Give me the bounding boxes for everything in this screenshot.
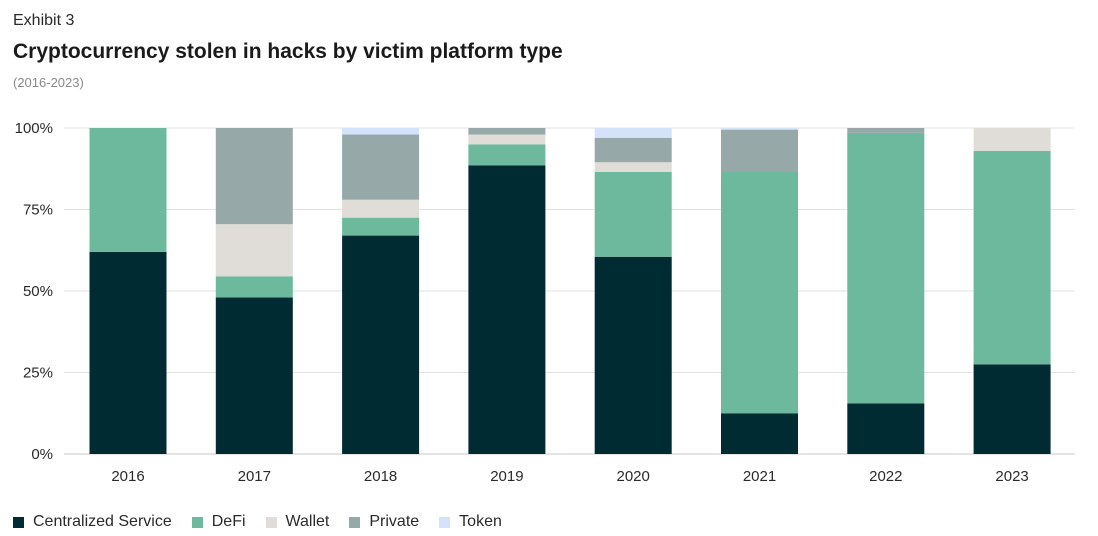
bar-2018-defi bbox=[342, 217, 420, 236]
chart-subtitle: (2016-2023) bbox=[13, 75, 84, 90]
bar-2023-defi bbox=[973, 150, 1051, 365]
bar-2022-private bbox=[847, 128, 925, 133]
x-tick-label: 2020 bbox=[617, 468, 650, 485]
bar-2020-defi bbox=[594, 172, 672, 257]
y-tick-label: 100% bbox=[15, 120, 53, 137]
x-tick-label: 2019 bbox=[490, 468, 523, 485]
chart-title: Cryptocurrency stolen in hacks by victim… bbox=[13, 40, 563, 63]
y-tick-label: 25% bbox=[23, 365, 53, 382]
legend-swatch bbox=[265, 516, 277, 528]
legend-swatch bbox=[349, 516, 361, 528]
bar-2021-defi bbox=[721, 172, 798, 414]
bar-2019-wallet bbox=[468, 134, 546, 145]
bar-2017-centralized-service bbox=[215, 297, 293, 454]
x-tick-label: 2021 bbox=[743, 468, 776, 485]
legend-label: Token bbox=[459, 513, 502, 530]
bar-2020-wallet bbox=[594, 162, 672, 173]
x-tick-label: 2022 bbox=[869, 468, 902, 485]
legend-item: Private bbox=[349, 513, 419, 531]
bar-2017-defi bbox=[215, 276, 293, 298]
x-tick-label: 2017 bbox=[238, 468, 271, 485]
x-tick-label: 2018 bbox=[364, 468, 397, 485]
legend-swatch bbox=[13, 516, 24, 528]
bar-2017-private bbox=[215, 128, 293, 225]
bar-2021-centralized-service bbox=[721, 413, 798, 454]
bar-2016-defi bbox=[89, 128, 167, 252]
bar-2021-private bbox=[721, 129, 798, 173]
y-tick-label: 75% bbox=[23, 202, 53, 219]
bar-2020-private bbox=[594, 137, 672, 163]
bar-2018-centralized-service bbox=[342, 235, 420, 454]
bar-2016-centralized-service bbox=[89, 251, 167, 454]
bar-2022-defi bbox=[847, 132, 925, 404]
y-tick-label: 50% bbox=[23, 283, 53, 300]
legend-item: Centralized Service bbox=[13, 513, 172, 531]
legend-label: Wallet bbox=[285, 513, 330, 530]
bar-2019-private bbox=[468, 128, 546, 135]
legend-item: Token bbox=[439, 513, 502, 531]
legend-label: DeFi bbox=[211, 513, 246, 530]
legend-swatch bbox=[439, 516, 451, 528]
x-tick-label: 2016 bbox=[111, 468, 144, 485]
x-tick-label: 2023 bbox=[995, 468, 1028, 485]
legend-label: Private bbox=[369, 513, 420, 530]
legend-swatch bbox=[191, 516, 203, 528]
legend-item: DeFi bbox=[191, 513, 246, 531]
chart-legend: Centralized Service DeFi Wallet Private Toke… bbox=[13, 513, 502, 531]
bar-2018-wallet bbox=[342, 199, 420, 218]
exhibit-label: Exhibit 3 bbox=[13, 12, 75, 29]
bar-2018-private bbox=[342, 134, 420, 200]
bar-2023-wallet bbox=[973, 128, 1051, 151]
bar-2017-wallet bbox=[215, 224, 293, 277]
bar-2021-token bbox=[721, 128, 798, 130]
legend-item: Wallet bbox=[265, 513, 330, 531]
bar-2023-centralized-service bbox=[973, 364, 1051, 454]
bar-2020-token bbox=[594, 128, 672, 138]
bar-2019-defi bbox=[468, 144, 546, 166]
bar-2022-centralized-service bbox=[847, 403, 925, 454]
bar-2018-token bbox=[342, 128, 420, 135]
y-tick-label: 0% bbox=[31, 446, 53, 463]
bar-2019-centralized-service bbox=[468, 165, 546, 455]
legend-label: Centralized Service bbox=[33, 513, 172, 530]
bar-2020-centralized-service bbox=[594, 256, 672, 454]
